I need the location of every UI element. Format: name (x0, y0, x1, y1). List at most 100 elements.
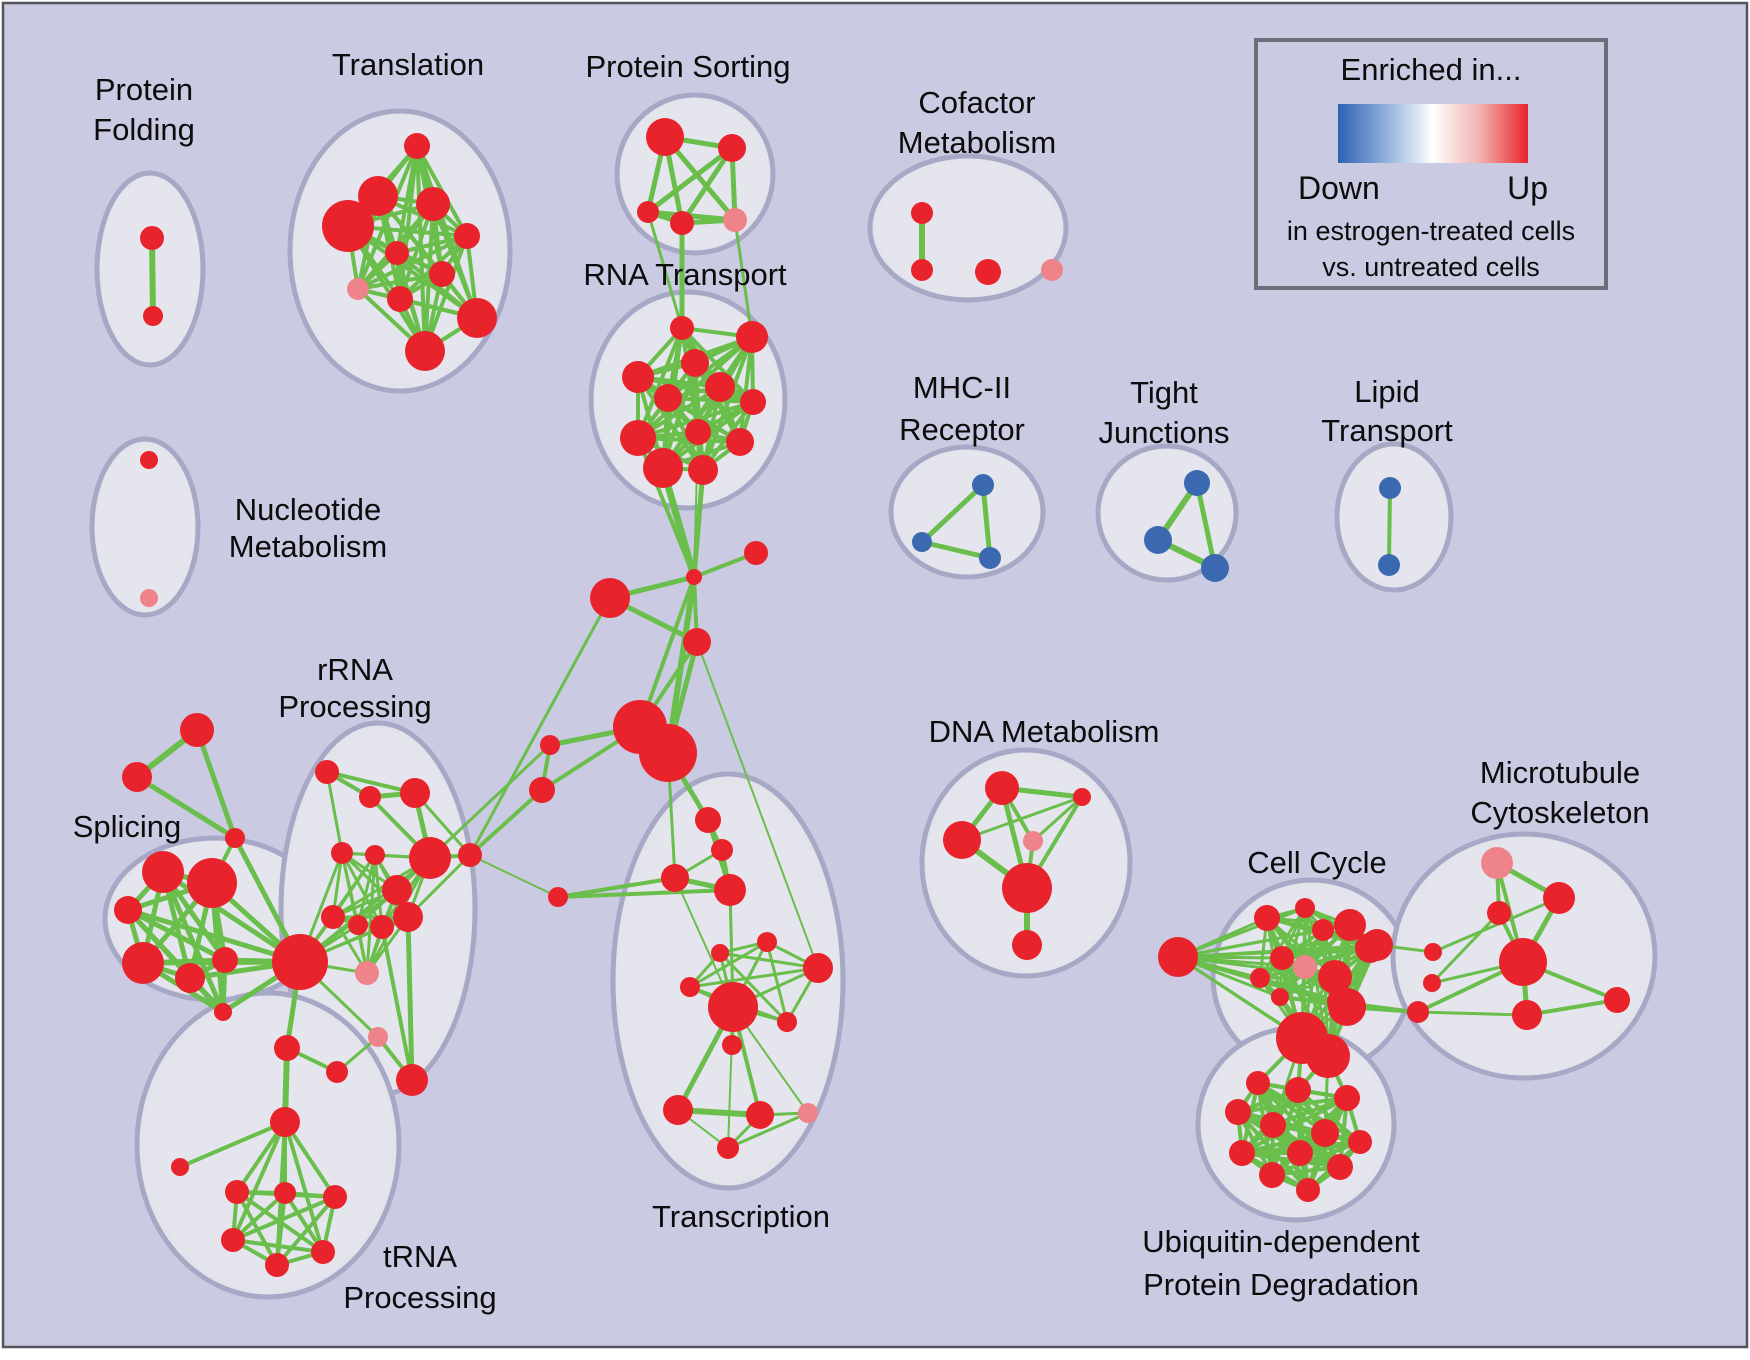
node-pink (347, 278, 369, 300)
node-red (114, 896, 142, 924)
cluster-label-ubiquitin-degradation: Ubiquitin-dependent (1142, 1224, 1420, 1259)
node-red (911, 259, 933, 281)
node-red (1271, 988, 1289, 1006)
node-blue (1379, 477, 1401, 499)
node-red (225, 828, 245, 848)
cluster-label-cofactor-metabolism: Metabolism (898, 125, 1057, 160)
node-red (1285, 1077, 1311, 1103)
node-red (1270, 946, 1294, 970)
node-red (746, 1101, 774, 1129)
node-red (1318, 960, 1352, 994)
node-red (777, 1012, 797, 1032)
cluster-label-trna-processing: Processing (343, 1280, 496, 1315)
node-red (274, 1182, 296, 1204)
node-red (429, 261, 455, 287)
edge (636, 375, 705, 472)
edge (428, 743, 552, 860)
node-red (1073, 788, 1091, 806)
node-red (409, 837, 451, 879)
node-red (718, 134, 746, 162)
node-red (1327, 1154, 1353, 1180)
node-red (404, 133, 430, 159)
cluster-ellipse-mhc-ii-receptor (888, 444, 1046, 580)
edge (556, 876, 677, 899)
node-red (1287, 1140, 1313, 1166)
edge (636, 375, 755, 404)
node-blue (979, 547, 1001, 569)
edge (718, 951, 820, 970)
cluster-ellipse-nucleotide-metabolism (89, 436, 201, 618)
node-red (646, 118, 684, 156)
edge (380, 925, 414, 1082)
node-red (1334, 909, 1366, 941)
node-red (1259, 1162, 1285, 1188)
edge (1387, 486, 1392, 567)
node-red (175, 963, 205, 993)
nodes (114, 118, 1630, 1277)
node-pink (355, 961, 379, 985)
node-red (1328, 988, 1366, 1026)
labels: Protein Folding Translation Protein Sorting… (73, 47, 1650, 1315)
node-blue (912, 532, 932, 552)
edge (1236, 1096, 1349, 1114)
node-red (744, 541, 768, 565)
node-red (548, 887, 568, 907)
edge (356, 272, 444, 291)
node-red (1246, 1071, 1270, 1095)
node-red (705, 372, 735, 402)
edge (283, 1120, 325, 1254)
cluster-label-mhc-ii-receptor: Receptor (899, 412, 1025, 447)
node-red (803, 953, 833, 983)
node-pink (368, 1027, 388, 1047)
edge (405, 914, 415, 1083)
node-red (387, 286, 413, 312)
node-red (1254, 905, 1280, 931)
edge (1194, 480, 1218, 571)
node-red (457, 298, 497, 338)
edge (125, 907, 303, 965)
cluster-label-nucleotide-metabolism: Nucleotide (235, 492, 381, 527)
edge (340, 851, 384, 929)
edge (646, 210, 684, 330)
node-red (1225, 1099, 1251, 1125)
node-red (1361, 929, 1393, 961)
cluster-label-tight-junctions: Junctions (1099, 415, 1230, 450)
edge (231, 1120, 287, 1242)
node-red (1348, 1130, 1372, 1154)
cluster-label-dna-metabolism: DNA Metabolism (929, 714, 1160, 749)
node-red (331, 842, 353, 864)
cluster-label-translation: Translation (332, 47, 484, 82)
node-red (214, 1003, 232, 1021)
edge (688, 940, 769, 989)
cluster-label-splicing: Splicing (73, 809, 182, 844)
edge (679, 145, 735, 226)
node-red (143, 306, 163, 326)
node-red (985, 771, 1019, 805)
node-red (1296, 1178, 1320, 1202)
node-red (670, 211, 694, 235)
node-red (1424, 943, 1442, 961)
edge (556, 888, 732, 899)
edge (666, 396, 755, 404)
node-red (326, 1061, 348, 1083)
node-red (122, 942, 164, 984)
node-red (458, 843, 482, 867)
node-red (382, 875, 412, 905)
node-red (225, 1180, 249, 1204)
edge (275, 1195, 337, 1267)
node-red (683, 628, 711, 656)
node-red (714, 874, 746, 906)
edge (325, 770, 344, 855)
edge (178, 1120, 287, 1169)
node-red (265, 1253, 289, 1277)
node-red (1543, 882, 1575, 914)
node-red (122, 762, 152, 792)
node-red (685, 419, 711, 445)
edge (980, 482, 993, 561)
cluster-label-microtubule-cytoskeleton: Microtubule (1480, 755, 1640, 790)
node-red (639, 724, 697, 782)
node-red (1295, 898, 1315, 918)
node-red (323, 1185, 347, 1209)
